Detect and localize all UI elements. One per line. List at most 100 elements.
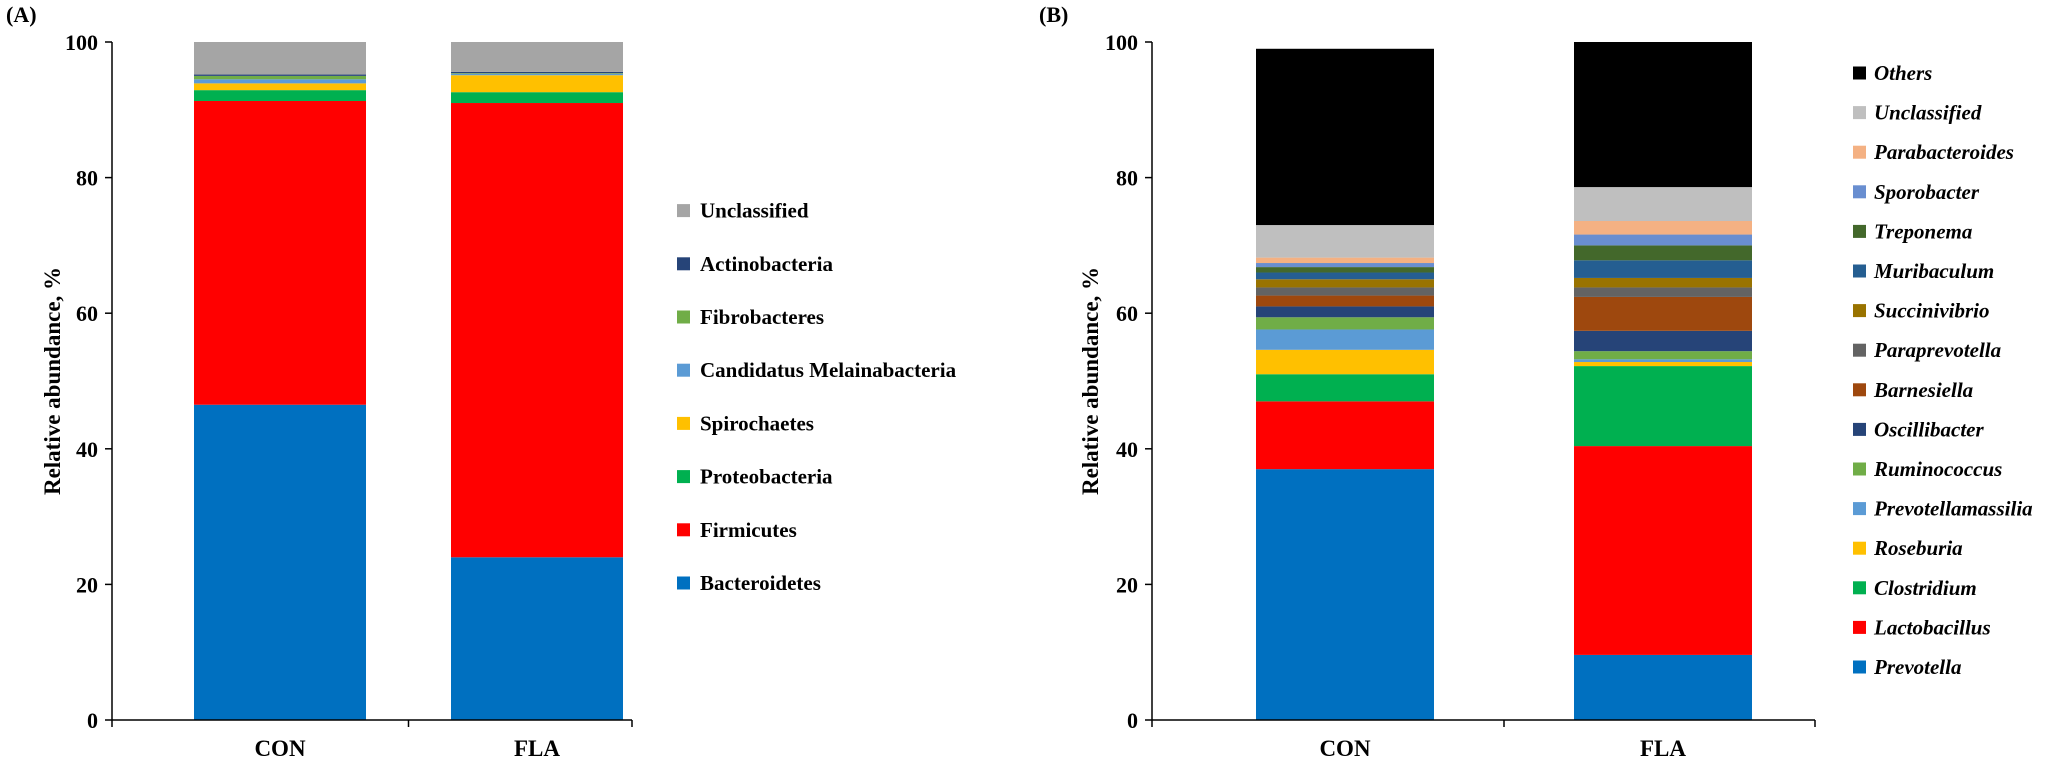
legend-label: Clostridium: [1874, 576, 1977, 600]
legend-label: Unclassified: [700, 199, 809, 223]
bar-segment-con-7: [1256, 295, 1434, 307]
bar-segment-fla-0: [451, 557, 623, 720]
legend-label: Lactobacillus: [1873, 615, 1991, 639]
bar-segment-fla-5: [1574, 351, 1752, 360]
legend-label: Actinobacteria: [700, 252, 833, 276]
legend-swatch: [1853, 66, 1866, 80]
legend-swatch: [1853, 660, 1866, 674]
bar-segment-fla-5: [451, 73, 623, 74]
bar-segment-fla-3: [451, 75, 623, 93]
legend-label: Sporobacter: [1874, 180, 1980, 204]
y-tick-label: 40: [1116, 437, 1138, 462]
bar-segment-fla-6: [1574, 330, 1752, 352]
bar-segment-con-4: [1256, 329, 1434, 350]
legend-label: Paraprevotella: [1873, 338, 2001, 362]
bar-segment-con-6: [1256, 306, 1434, 318]
bar-segment-fla-8: [1574, 287, 1752, 297]
bar-segment-con-0: [194, 404, 366, 720]
legend-swatch: [677, 204, 690, 218]
bar-segment-con-1: [194, 100, 366, 405]
bar-segment-fla-15: [1574, 42, 1752, 188]
legend-label: Spirochaetes: [700, 411, 814, 435]
legend-label: Ruminococcus: [1873, 457, 2002, 481]
bar-segment-fla-11: [1574, 245, 1752, 261]
bar-segment-fla-13: [1574, 220, 1752, 235]
legend-swatch: [1853, 185, 1866, 199]
bar-segment-fla-9: [1574, 277, 1752, 288]
category-label: FLA: [514, 736, 560, 760]
legend-swatch: [1853, 343, 1866, 357]
y-tick-label: 100: [1105, 30, 1138, 55]
bar-segment-con-5: [1256, 317, 1434, 330]
bar-segment-fla-10: [1574, 260, 1752, 278]
legend-swatch: [677, 470, 690, 484]
legend-label: Candidatus Melainabacteria: [700, 358, 957, 382]
legend-label: Bacteroidetes: [700, 571, 821, 595]
legend-swatch: [677, 416, 690, 430]
bar-segment-fla-0: [1574, 654, 1752, 720]
legend-swatch: [1853, 264, 1866, 278]
legend-swatch: [1853, 620, 1866, 634]
y-axis-title: Relative abundance, %: [1078, 267, 1103, 495]
chart-panel-0: (A) 0 20 40 60 80 100 CON FLA Relative abundance,…: [6, 2, 957, 760]
bar-segment-con-12: [1256, 263, 1434, 268]
chart-panel-1: (B) 0 20 40 60 80 100 CON FLA Relative abundance,…: [1039, 2, 2033, 760]
legend-swatch: [1853, 224, 1866, 238]
bar-segment-con-13: [1256, 257, 1434, 264]
category-label: FLA: [1640, 736, 1686, 760]
bar-segment-con-7: [194, 42, 366, 75]
y-tick-label: 100: [65, 30, 98, 55]
y-tick-label: 20: [76, 572, 98, 597]
bar-segment-con-8: [1256, 287, 1434, 296]
bar-segment-fla-12: [1574, 234, 1752, 246]
bar-segment-con-2: [1256, 374, 1434, 402]
bar-segment-fla-6: [451, 71, 623, 74]
bar-segment-con-15: [1256, 48, 1434, 226]
legend-label: Succinivibrio: [1874, 299, 1990, 323]
bar-segment-con-4: [194, 79, 366, 84]
y-tick-label: 80: [1116, 166, 1138, 191]
bar-segment-fla-1: [1574, 446, 1752, 655]
legend-label: Treponema: [1874, 219, 1972, 243]
legend-label: Others: [1874, 61, 1932, 85]
bar-segment-con-3: [194, 83, 366, 91]
bar-segment-fla-14: [1574, 187, 1752, 221]
legend-label: Prevotella: [1873, 655, 1961, 679]
bar-segment-con-9: [1256, 279, 1434, 288]
y-tick-label: 20: [1116, 572, 1138, 597]
panel-label: (B): [1039, 2, 1068, 27]
y-tick-label: 60: [1116, 301, 1138, 326]
legend-label: Firmicutes: [700, 518, 797, 542]
legend-label: Barnesiella: [1873, 378, 1973, 402]
category-label: CON: [254, 736, 306, 760]
legend-label: Oscillibacter: [1874, 417, 1984, 441]
panel-label: (A): [6, 2, 37, 27]
bar-segment-con-0: [1256, 469, 1434, 720]
legend-label: Proteobacteria: [700, 465, 833, 489]
bar-segment-con-11: [1256, 267, 1434, 273]
y-axis-title: Relative abundance, %: [40, 267, 65, 495]
legend-label: Roseburia: [1873, 536, 1963, 560]
bar-segment-fla-7: [451, 42, 623, 72]
legend-label: Fibrobacteres: [700, 305, 824, 329]
legend-swatch: [1853, 304, 1866, 318]
bar-segment-fla-3: [1574, 362, 1752, 367]
legend-swatch: [1853, 383, 1866, 397]
bar-segment-con-2: [194, 90, 366, 101]
legend-swatch: [1853, 541, 1866, 555]
legend-swatch: [677, 257, 690, 271]
bar-segment-con-3: [1256, 349, 1434, 375]
y-tick-label: 60: [76, 301, 98, 326]
bar-segment-fla-2: [1574, 366, 1752, 447]
legend-label: Muribaculum: [1873, 259, 1994, 283]
bar-segment-con-10: [1256, 272, 1434, 280]
legend-label: Prevotellamassilia: [1873, 497, 2033, 521]
legend-swatch: [677, 576, 690, 590]
legend-swatch: [1853, 145, 1866, 159]
bar-segment-fla-7: [1574, 296, 1752, 331]
y-tick-label: 0: [1127, 708, 1138, 733]
bar-segment-fla-4: [451, 73, 623, 76]
y-tick-label: 80: [76, 166, 98, 191]
legend-swatch: [677, 363, 690, 377]
